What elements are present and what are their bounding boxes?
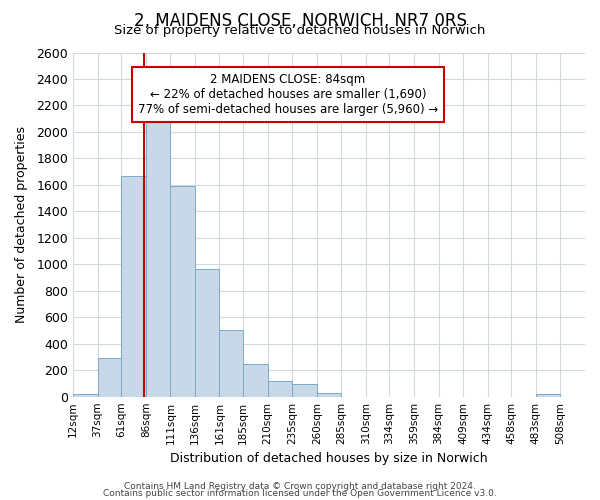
- Text: Contains public sector information licensed under the Open Government Licence v3: Contains public sector information licen…: [103, 488, 497, 498]
- Bar: [220, 330, 243, 396]
- Bar: [317, 392, 341, 396]
- Text: Size of property relative to detached houses in Norwich: Size of property relative to detached ho…: [115, 24, 485, 37]
- Text: 2 MAIDENS CLOSE: 84sqm
← 22% of detached houses are smaller (1,690)
77% of semi-: 2 MAIDENS CLOSE: 84sqm ← 22% of detached…: [138, 73, 438, 116]
- Bar: [121, 176, 146, 396]
- Bar: [292, 384, 317, 396]
- Bar: [195, 269, 220, 396]
- Y-axis label: Number of detached properties: Number of detached properties: [15, 126, 28, 323]
- Bar: [146, 114, 170, 396]
- Bar: [268, 381, 292, 396]
- Bar: [243, 364, 268, 396]
- Text: Contains HM Land Registry data © Crown copyright and database right 2024.: Contains HM Land Registry data © Crown c…: [124, 482, 476, 491]
- Bar: [170, 186, 195, 396]
- X-axis label: Distribution of detached houses by size in Norwich: Distribution of detached houses by size …: [170, 452, 488, 465]
- Bar: [98, 358, 121, 397]
- Text: 2, MAIDENS CLOSE, NORWICH, NR7 0RS: 2, MAIDENS CLOSE, NORWICH, NR7 0RS: [133, 12, 467, 30]
- Bar: [536, 394, 560, 396]
- Bar: [73, 394, 98, 396]
